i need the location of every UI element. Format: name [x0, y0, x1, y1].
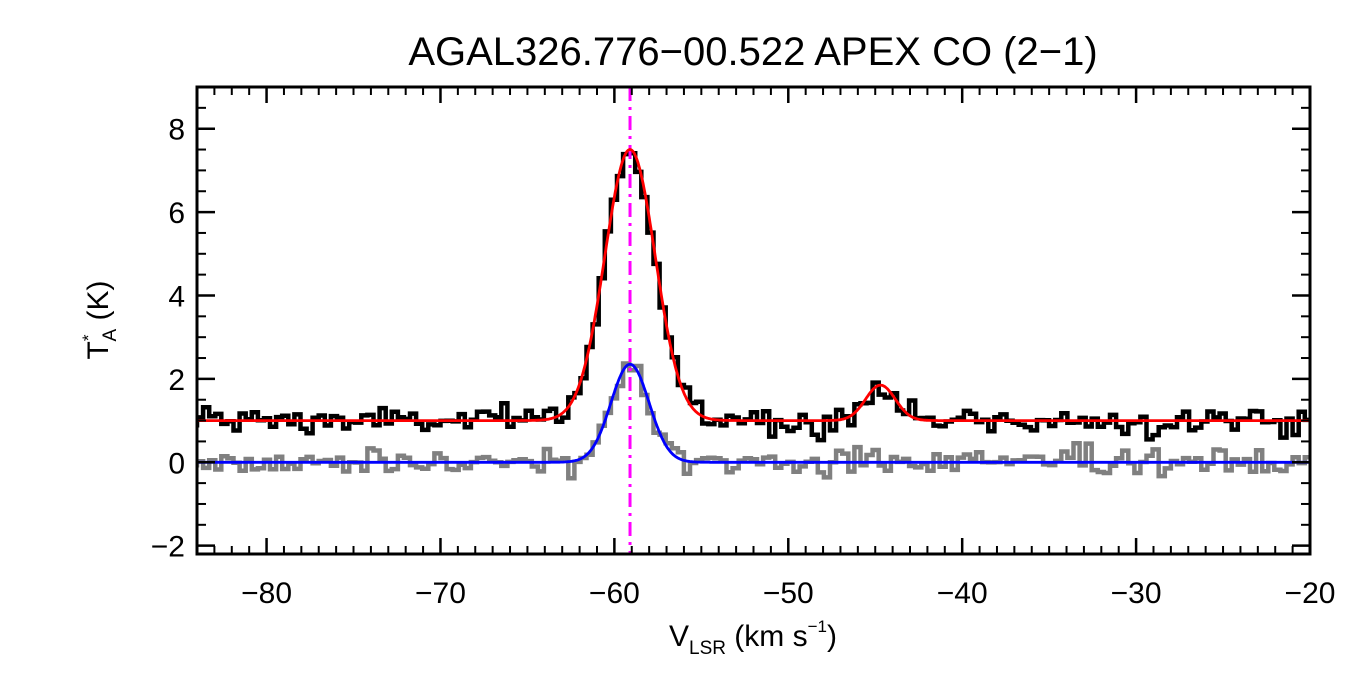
x-tick-label: −80	[241, 577, 292, 610]
y-tick-label: 8	[168, 114, 185, 147]
x-axis-label-main: V	[669, 620, 689, 653]
x-axis-label-unit-close: )	[827, 620, 837, 653]
spectrum-secondary-histogram	[197, 361, 1310, 481]
gaussian-fit-blue	[197, 362, 1310, 464]
y-axis-label-subscript: A	[100, 329, 121, 342]
chart-title: AGAL326.776−00.522 APEX CO (2−1)	[408, 30, 1097, 74]
y-axis-label-unit: (K)	[82, 281, 115, 329]
y-axis-label-superscript: *	[79, 334, 98, 341]
x-axis-label-subscript: LSR	[689, 638, 726, 659]
x-tick-label: −50	[763, 577, 814, 610]
plot-area	[197, 87, 1310, 554]
x-axis-label: VLSR (km s−1)	[669, 617, 837, 659]
y-axis-label-main: T	[82, 341, 115, 359]
x-tick-label: −60	[589, 577, 640, 610]
x-axis-label-unit: (km s	[726, 620, 808, 653]
y-tick-label: 6	[168, 197, 185, 230]
axis-ticks	[196, 86, 1312, 554]
y-tick-label: −2	[151, 531, 185, 564]
plot-frame	[195, 85, 1312, 556]
x-tick-label: −20	[1285, 577, 1336, 610]
x-tick-label: −70	[415, 577, 466, 610]
x-tick-label: −30	[1111, 577, 1162, 610]
y-tick-label: 0	[168, 447, 185, 480]
gaussian-fit-red	[197, 148, 1310, 422]
x-tick-label: −40	[937, 577, 988, 610]
y-tick-label: 2	[168, 364, 185, 397]
y-axis-label: T* A (K)	[79, 281, 121, 360]
x-axis-label-superscript: −1	[808, 617, 827, 636]
y-tick-label: 4	[168, 280, 185, 313]
spectrum-co-histogram	[197, 150, 1310, 443]
